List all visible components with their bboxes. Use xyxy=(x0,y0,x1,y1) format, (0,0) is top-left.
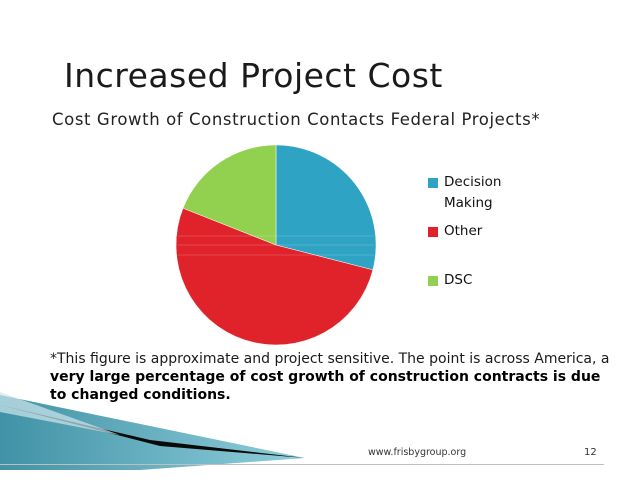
legend-swatch-dsc xyxy=(428,276,438,286)
footnote: *This figure is approximate and project … xyxy=(50,350,610,404)
legend-label-decision: Decision xyxy=(444,174,502,190)
slide-title: Increased Project Cost xyxy=(64,56,443,95)
pie-slice-other xyxy=(175,207,374,346)
footer-url: www.frisbygroup.org xyxy=(368,447,467,458)
legend-swatch-decision-making xyxy=(428,178,438,188)
pie-slice-decision-making xyxy=(275,144,377,271)
page-number: 12 xyxy=(584,447,597,458)
legend-swatch-other xyxy=(428,227,438,237)
legend-label-other: Other xyxy=(444,223,483,239)
pie-slice-dsc xyxy=(182,144,277,246)
legend-label-making: Making xyxy=(444,195,493,211)
footnote-emphasis: very large percentage of cost growth of … xyxy=(50,369,601,403)
legend-label-dsc: DSC xyxy=(444,272,473,288)
footnote-text: *This figure is approximate and project … xyxy=(50,351,610,367)
light-swoosh-shape xyxy=(0,392,120,435)
chart-subtitle: Cost Growth of Construction Contacts Fed… xyxy=(52,110,541,129)
footer-divider xyxy=(0,464,604,465)
